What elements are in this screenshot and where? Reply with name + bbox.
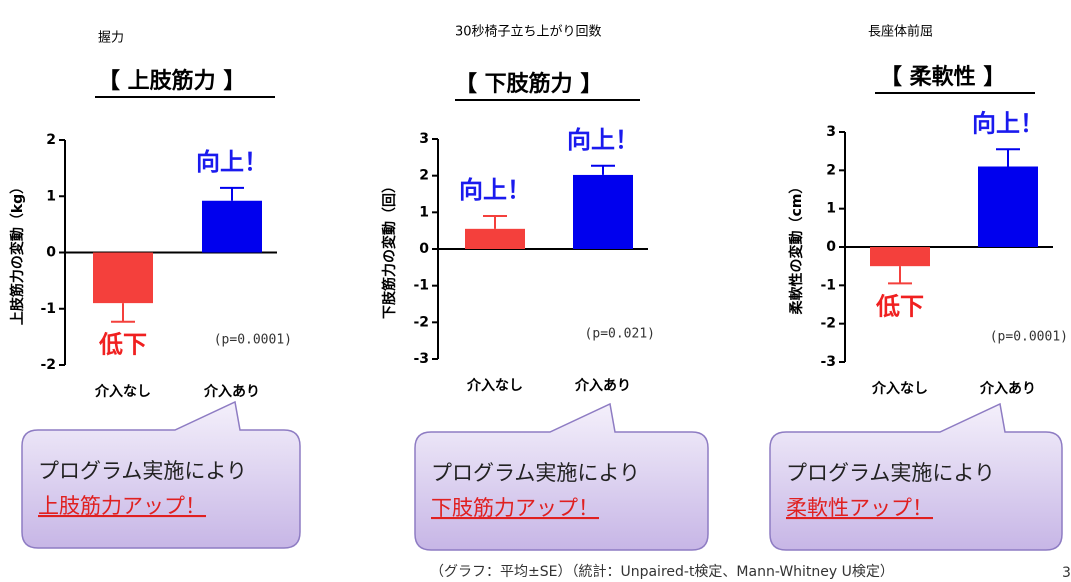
error-bar (591, 166, 615, 175)
bar (573, 175, 633, 249)
chart-title: 【 上肢筋力 】 (98, 68, 245, 94)
chart-subtitle: 30秒椅子立ち上がり回数 (455, 25, 602, 40)
p-value: (p=0.0001) (214, 333, 292, 348)
y-tick-label: -3 (820, 354, 836, 370)
y-tick-label: 1 (46, 188, 56, 204)
chart-title: 【 柔軟性 】 (880, 64, 1005, 90)
p-value: (p=0.0001) (990, 330, 1068, 345)
x-tick-label: 介入あり (979, 380, 1036, 397)
y-tick-label: 3 (826, 124, 836, 140)
x-tick-label: 介入なし (466, 377, 523, 394)
page-number: 3 (1062, 565, 1071, 581)
error-bar (220, 188, 244, 201)
error-bar (888, 266, 912, 283)
chart-subtitle: 長座体前屈 (868, 24, 933, 40)
x-tick-label: 介入あり (574, 377, 631, 394)
callout-line: プログラム実施により (786, 461, 995, 485)
error-bar (111, 303, 135, 322)
y-tick-label: -2 (413, 314, 429, 330)
bar (93, 253, 153, 304)
callout-highlight: 下肢筋力アップ！ (431, 496, 599, 520)
chart-subtitle: 握力 (98, 31, 124, 46)
improve-label: 向上！ (459, 176, 531, 204)
chart-title: 【 下肢筋力 】 (455, 71, 602, 97)
y-tick-label: 1 (419, 204, 429, 220)
bar (978, 167, 1038, 248)
y-tick-label: 0 (419, 241, 429, 257)
y-tick-label: -2 (40, 357, 56, 373)
y-tick-label: 2 (46, 132, 56, 148)
y-tick-label: -2 (820, 316, 836, 332)
callout-highlight: 柔軟性アップ！ (786, 496, 933, 520)
improve-label: 向上！ (196, 148, 268, 176)
y-tick-label: -1 (40, 301, 56, 317)
error-bar (483, 216, 507, 229)
y-tick-label: 3 (419, 131, 429, 147)
decline-label: 低下 (875, 292, 924, 320)
x-tick-label: 介入なし (94, 383, 151, 400)
y-tick-label: -1 (413, 278, 429, 294)
improve-label: 向上！ (972, 109, 1044, 137)
y-tick-label: -1 (820, 277, 836, 293)
y-tick-label: -3 (413, 351, 429, 367)
y-axis-label: 柔軟性の変動（cm） (788, 180, 805, 316)
x-tick-label: 介入なし (871, 380, 928, 397)
bar (870, 247, 930, 266)
x-tick-label: 介入あり (203, 383, 260, 400)
slide: （グラフ：平均±SE）（統計：Unpaired-t検定、Mann-Whitney… (0, 0, 1071, 582)
y-axis-label: 下肢筋力の変動（回） (381, 179, 398, 319)
p-value: (p=0.021) (585, 327, 655, 342)
callout-line: プログラム実施により (38, 459, 247, 483)
y-axis-label: 上肢筋力の変動（kg） (9, 180, 26, 325)
error-bar (996, 149, 1020, 166)
bar (202, 201, 262, 253)
y-tick-label: 0 (46, 245, 56, 261)
improve-label: 向上！ (567, 126, 639, 154)
bar (465, 229, 525, 249)
callout-line: プログラム実施により (431, 461, 640, 485)
footnote: （グラフ：平均±SE）（統計：Unpaired-t検定、Mann-Whitney… (430, 564, 894, 580)
y-tick-label: 2 (826, 162, 836, 178)
decline-label: 低下 (98, 331, 147, 359)
y-tick-label: 0 (826, 239, 836, 255)
callout-highlight: 上肢筋力アップ！ (38, 494, 206, 518)
y-tick-label: 1 (826, 201, 836, 217)
y-tick-label: 2 (419, 168, 429, 184)
